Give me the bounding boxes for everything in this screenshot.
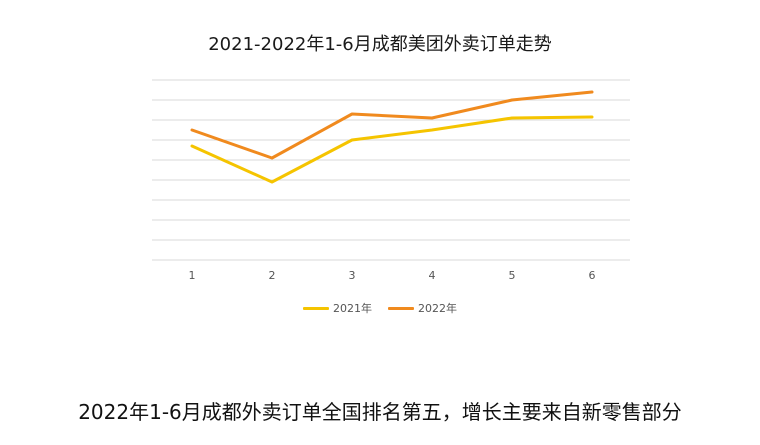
x-tick-label: 3 (349, 269, 356, 282)
caption: 2022年1-6月成都外卖订单全国排名第五，增长主要来自新零售部分 (78, 400, 682, 424)
x-tick-label: 6 (589, 269, 596, 282)
chart-title: 2021-2022年1-6月成都美团外卖订单走势 (208, 34, 552, 55)
legend-label-2021: 2021年 (333, 302, 372, 315)
series-line-2021 (190, 115, 594, 184)
legend-swatch-2021 (303, 306, 329, 310)
legend-item-2021: 2021年 (303, 300, 372, 316)
series-line-2022 (190, 90, 594, 160)
grid-lines (152, 79, 630, 261)
legend-label-2022: 2022年 (418, 302, 457, 315)
legend-item-2022: 2022年 (388, 300, 457, 316)
x-axis-ticks: 1 2 3 4 5 6 (189, 269, 596, 282)
legend-swatch-2022 (388, 306, 414, 310)
x-tick-label: 2 (269, 269, 276, 282)
x-tick-label: 5 (509, 269, 516, 282)
legend: 2021年 2022年 (0, 300, 760, 316)
x-tick-label: 4 (429, 269, 436, 282)
series-lines (190, 90, 594, 184)
line-chart: 1 2 3 4 5 6 (152, 79, 630, 282)
x-tick-label: 1 (189, 269, 196, 282)
